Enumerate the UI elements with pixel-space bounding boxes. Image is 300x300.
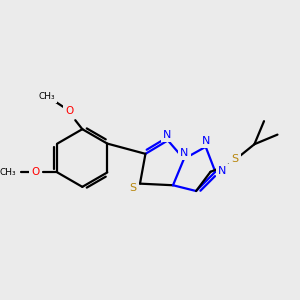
Text: CH₃: CH₃ bbox=[39, 92, 56, 101]
Text: S: S bbox=[129, 184, 137, 194]
Text: O: O bbox=[65, 106, 74, 116]
Text: N: N bbox=[202, 136, 211, 146]
Text: S: S bbox=[231, 154, 239, 164]
Text: N: N bbox=[163, 130, 171, 140]
Text: O: O bbox=[32, 167, 40, 177]
Text: CH₃: CH₃ bbox=[0, 168, 16, 177]
Text: N: N bbox=[218, 166, 226, 176]
Text: N: N bbox=[180, 148, 189, 158]
